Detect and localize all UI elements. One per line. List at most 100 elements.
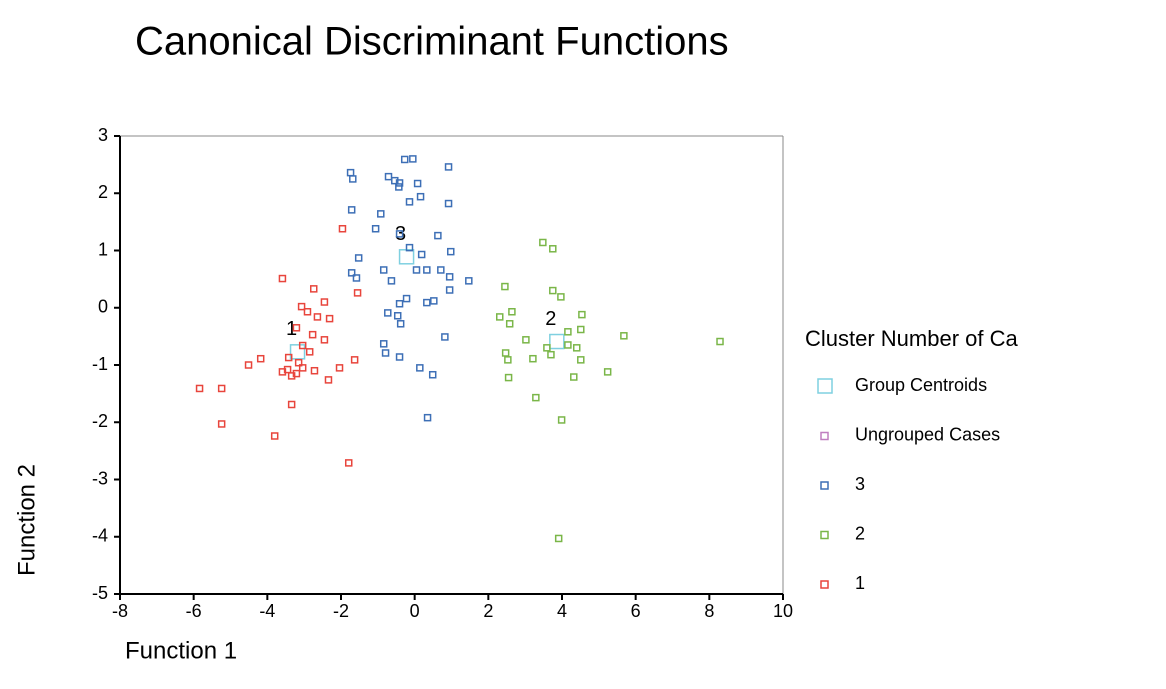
- point: [400, 155, 409, 164]
- point: [395, 299, 404, 308]
- point: [496, 313, 504, 321]
- point: [505, 320, 514, 328]
- legend-marker: [820, 530, 829, 540]
- point: [434, 231, 442, 240]
- point: [395, 183, 403, 191]
- point: [379, 340, 388, 348]
- legend-label: 2: [855, 523, 865, 543]
- point: [298, 341, 307, 350]
- point: [570, 373, 578, 381]
- point: [529, 354, 537, 363]
- point: [564, 341, 572, 349]
- point: [320, 298, 329, 306]
- point: [217, 384, 226, 393]
- point: [416, 364, 424, 372]
- point: [508, 308, 516, 316]
- point: [346, 168, 355, 177]
- point: [384, 172, 393, 181]
- point: [423, 298, 431, 307]
- point: [532, 393, 540, 402]
- legend-label: 1: [855, 573, 865, 593]
- point: [539, 238, 547, 247]
- point: [465, 277, 473, 285]
- point: [395, 179, 404, 187]
- point: [423, 413, 432, 422]
- legend-marker: [817, 378, 833, 394]
- x-tick-label: -8: [112, 601, 128, 621]
- centroid: [549, 333, 565, 350]
- point: [402, 294, 411, 303]
- chart-title: Canonical Discriminant Functions: [135, 20, 729, 64]
- point: [294, 358, 303, 367]
- point: [577, 356, 585, 364]
- point: [344, 459, 353, 467]
- point: [325, 314, 334, 323]
- point: [564, 328, 572, 336]
- point: [405, 243, 414, 252]
- point: [412, 266, 421, 274]
- point: [620, 332, 628, 340]
- point: [543, 344, 551, 352]
- point: [335, 364, 344, 372]
- point: [303, 308, 312, 316]
- point: [409, 155, 417, 163]
- point: [292, 324, 301, 332]
- centroid: [289, 344, 306, 360]
- point: [244, 361, 253, 369]
- point: [310, 366, 319, 375]
- point: [413, 179, 422, 188]
- point: [298, 364, 307, 372]
- centroid: [398, 249, 415, 265]
- point: [557, 416, 566, 424]
- point: [352, 274, 361, 282]
- point: [522, 336, 530, 344]
- x-tick-label: 0: [410, 601, 420, 621]
- y-tick-label: -1: [92, 354, 108, 374]
- x-tick-label: 2: [483, 601, 493, 621]
- point: [270, 432, 279, 440]
- point: [320, 336, 329, 344]
- y-axis-label: Function 2: [13, 464, 40, 576]
- point: [445, 273, 454, 281]
- legend-marker: [820, 580, 829, 589]
- point: [405, 198, 414, 206]
- point: [287, 400, 296, 409]
- x-axis-label: Function 1: [125, 637, 237, 664]
- point: [428, 370, 437, 379]
- point: [444, 163, 453, 171]
- point: [308, 330, 317, 339]
- point: [393, 312, 402, 320]
- x-tick-label: -6: [186, 601, 202, 621]
- legend-label: Ungrouped Cases: [855, 424, 1000, 444]
- point: [297, 302, 306, 311]
- point: [423, 266, 431, 274]
- y-tick-label: -4: [92, 526, 108, 546]
- x-tick-label: 6: [631, 601, 641, 621]
- point: [347, 269, 356, 277]
- point: [603, 368, 612, 376]
- point: [501, 282, 509, 291]
- point: [437, 266, 445, 274]
- point: [217, 420, 226, 428]
- point: [444, 199, 453, 208]
- point: [445, 286, 454, 294]
- legend-label: 3: [855, 474, 865, 494]
- point: [549, 245, 557, 253]
- y-tick-label: -2: [92, 411, 108, 431]
- point: [387, 277, 396, 285]
- point: [384, 309, 392, 317]
- point: [381, 349, 390, 357]
- x-tick-label: 8: [704, 601, 714, 621]
- x-tick-label: -2: [333, 601, 349, 621]
- legend-marker: [820, 431, 829, 441]
- point: [557, 293, 565, 301]
- point: [195, 384, 204, 393]
- legend-label: Group Centroids: [855, 375, 987, 395]
- y-tick-label: 3: [98, 125, 108, 145]
- point: [554, 534, 563, 543]
- y-tick-label: 0: [98, 297, 108, 317]
- point: [395, 353, 404, 361]
- legend-marker: [820, 481, 829, 490]
- point: [577, 325, 585, 334]
